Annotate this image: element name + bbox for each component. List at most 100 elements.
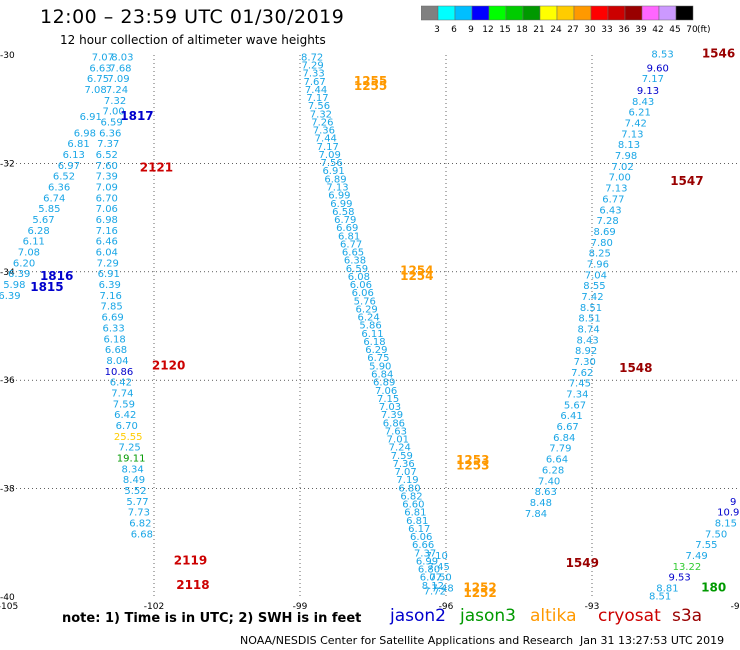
satellite-altika: altika xyxy=(530,606,577,626)
wave-height-label: 6.97 xyxy=(58,161,80,172)
x-tick-label: -105 xyxy=(0,602,18,612)
wave-height-label: 7.36 xyxy=(393,459,415,470)
wave-height-label: 8.63 xyxy=(535,487,557,498)
chart-title: 12:00 – 23:59 UTC 01/30/2019 xyxy=(40,6,345,28)
wave-height-label: 7.24 xyxy=(106,85,128,96)
wave-height-label: 6.65 xyxy=(342,248,364,259)
wave-height-label: 13.22 xyxy=(673,562,702,573)
time-label: 1253 xyxy=(456,459,489,473)
legend-tick-label: 42 xyxy=(652,25,663,35)
wave-height-label: 8.81 xyxy=(656,584,678,595)
wave-height-label: 6.08 xyxy=(348,272,370,283)
wave-height-label: 6.69 xyxy=(102,313,124,324)
wave-height-label: 7.25 xyxy=(119,443,141,454)
wave-height-label: 7.00 xyxy=(609,173,631,184)
y-tick-label: -40 xyxy=(0,593,15,603)
satellite-jason3: jason3 xyxy=(460,606,516,626)
wave-height-label: 7.37 xyxy=(97,139,119,150)
wave-height-label: 8.43 xyxy=(632,97,654,108)
wave-height-label: 7.42 xyxy=(581,292,603,303)
wave-height-label: 7.13 xyxy=(621,129,643,140)
wave-height-label: 6.77 xyxy=(340,239,362,250)
wave-height-label: 7.13 xyxy=(605,184,627,195)
wave-height-label: 6.20 xyxy=(13,258,35,269)
wave-height-label: 6.70 xyxy=(116,421,138,432)
timestamp-text: Jan 31 13:27:53 UTC 2019 xyxy=(580,634,725,647)
legend-tick-label: 27 xyxy=(567,25,578,35)
wave-height-label: 6.36 xyxy=(99,128,121,139)
wave-height-label: 6.59 xyxy=(101,117,123,128)
wave-height-label: 8.72 xyxy=(301,52,323,63)
wave-height-label: 7.16 xyxy=(96,226,118,237)
wave-height-label: 5.90 xyxy=(369,361,391,372)
wave-height-label: 7.17 xyxy=(642,74,664,85)
wave-height-label: 6.75 xyxy=(367,353,389,364)
wave-height-label: 9.13 xyxy=(637,86,659,97)
wave-height-label: 8.51 xyxy=(578,314,600,325)
wave-height-label: 6.99 xyxy=(416,556,438,567)
wave-height-label: 6.33 xyxy=(102,323,124,334)
time-label: 1252 xyxy=(463,586,496,600)
wave-height-label: 6.13 xyxy=(63,150,85,161)
wave-height-label: 8.53 xyxy=(651,50,673,61)
time-label: 1253 xyxy=(456,453,489,467)
time-label: 1254 xyxy=(400,269,433,283)
wave-height-label: 6.98 xyxy=(96,215,118,226)
wave-height-label: 6.04 xyxy=(96,248,118,259)
wave-height-label: 6.75 xyxy=(87,74,109,85)
wave-height-label: 7.17 xyxy=(317,142,339,153)
wave-height-label: 6.21 xyxy=(629,108,651,119)
wave-height-label: 6.89 xyxy=(373,378,395,389)
legend-tick-label: 33 xyxy=(601,25,612,35)
wave-height-label: 6.24 xyxy=(357,313,379,324)
wave-height-label: 7.45 xyxy=(569,379,591,390)
wave-height-label: 7.28 xyxy=(596,216,618,227)
wave-height-label: 6.86 xyxy=(383,418,405,429)
wave-height-label: 6.79 xyxy=(334,215,356,226)
chart-subtitle: 12 hour collection of altimeter wave hei… xyxy=(60,33,326,47)
satellite-jason2: jason2 xyxy=(390,606,446,626)
wave-height-label: 7.32 xyxy=(104,96,126,107)
wave-height-label: 9.53 xyxy=(668,573,690,584)
time-label: 1549 xyxy=(566,556,599,570)
wave-height-label: 7.67 xyxy=(303,77,325,88)
wave-height-label: 7.09 xyxy=(319,150,341,161)
x-tick-label: -102 xyxy=(144,602,164,612)
color-scale-legend: 3 6 9 12 15 18 21 24 27 30 33 36 39 42 45 70 (ft) xyxy=(421,5,711,35)
wave-height-label: 6.77 xyxy=(602,194,624,205)
wave-height-label: 6.84 xyxy=(371,369,393,380)
wave-height-label: 6.60 xyxy=(402,500,424,511)
wave-height-label: 7.63 xyxy=(385,426,407,437)
wave-height-label: 7.44 xyxy=(305,85,327,96)
y-tick-label: -30 xyxy=(0,51,15,61)
wave-height-label: 6.06 xyxy=(350,280,372,291)
wave-height-label: 7.50 xyxy=(705,529,727,540)
wave-height-label: 6.82 xyxy=(400,491,422,502)
wave-height-label: 6.81 xyxy=(67,139,89,150)
wave-height-label: 8.04 xyxy=(106,356,128,367)
wave-height-label: 6.36 xyxy=(48,183,70,194)
wave-height-label: 5.85 xyxy=(38,204,60,215)
wave-height-label: 8.92 xyxy=(575,346,597,357)
x-tick-label: -96 xyxy=(439,602,454,612)
x-tick-label: -99 xyxy=(293,602,308,612)
wave-height-label: 6.39 xyxy=(8,269,30,280)
wave-height-label: 7.19 xyxy=(396,475,418,486)
y-tick-label: -38 xyxy=(0,485,15,495)
wave-height-label: 6.64 xyxy=(546,455,568,466)
wave-height-label: 6.63 xyxy=(89,63,111,74)
wave-height-label: 7.29 xyxy=(97,258,119,269)
wave-height-label: 6.28 xyxy=(28,226,50,237)
wave-height-label: 6.81 xyxy=(338,231,360,242)
wave-height-label: 8.49 xyxy=(123,475,145,486)
wave-height-label: 7.62 xyxy=(571,368,593,379)
wave-height-label: 7.44 xyxy=(315,134,337,145)
footer-note: note: 1) Time is in UTC; 2) SWH is in fe… xyxy=(62,611,362,626)
wave-height-label: 7.04 xyxy=(585,270,607,281)
time-label: 1254 xyxy=(400,264,433,278)
wave-height-label: 8.51 xyxy=(580,303,602,314)
wave-height-label: 7.00 xyxy=(102,107,124,118)
wave-height-label: 7.74 xyxy=(111,388,133,399)
wave-height-label: 7.84 xyxy=(525,509,547,520)
wave-height-label: 7.73 xyxy=(128,508,150,519)
